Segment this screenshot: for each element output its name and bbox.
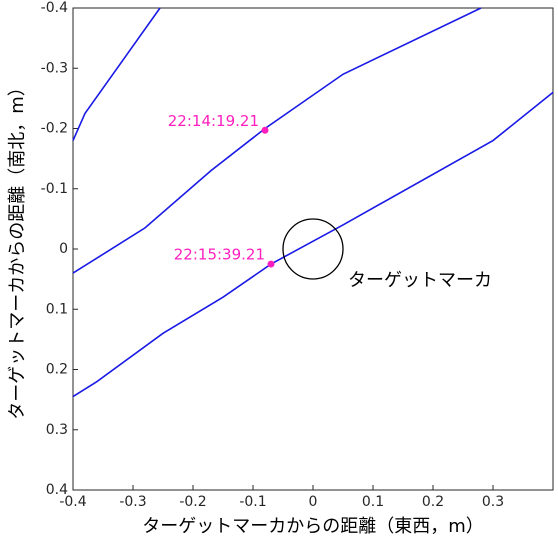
y-tick-label: -0.4 [41,0,68,16]
y-axis-label: ターゲットマーカからの距離（南北，m） [7,78,28,420]
y-tick-label: 0.2 [46,362,68,378]
x-tick-label: -0.2 [179,494,206,510]
y-tick-label: 0 [59,241,68,257]
y-tick-label: 0.1 [46,301,68,317]
series-line [72,7,482,274]
x-tick-label: 0 [309,494,318,510]
time-label: 22:15:39.21 [174,246,265,264]
target-marker [282,218,344,280]
y-tick-label: 0.3 [46,422,68,438]
plot-frame [72,7,554,491]
x-tick-label: -0.3 [119,494,146,510]
x-tick-label: 0.3 [482,494,504,510]
x-tick-label: -0.4 [59,494,86,510]
target-marker-label: ターゲットマーカ [348,270,492,291]
y-tick-label: 0.4 [46,482,68,498]
time-point [267,260,275,268]
x-tick-label: 0.2 [422,494,444,510]
x-axis-label: ターゲットマーカからの距離（東西，m） [142,516,484,537]
x-tick-label: 0.1 [362,494,384,510]
y-tick-label: -0.1 [41,181,68,197]
y-tick-label: -0.2 [41,121,68,137]
time-point [261,126,269,134]
time-label: 22:14:19.21 [168,112,259,130]
x-tick-label: -0.1 [239,494,266,510]
y-tick-label: -0.3 [41,60,68,76]
series-line [72,7,161,141]
series-line [72,91,554,398]
